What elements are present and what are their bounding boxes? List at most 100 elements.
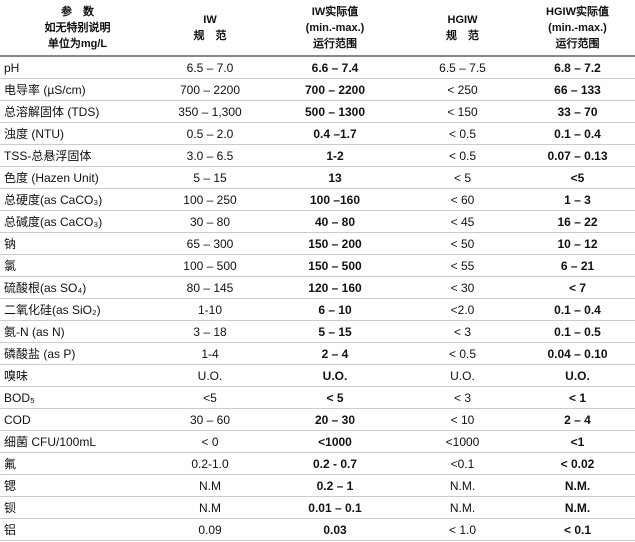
table-row: pH 6.5 – 7.0 6.6 – 7.4 6.5 – 7.5 6.8 – 7.2 bbox=[0, 57, 635, 79]
header-line: 单位为mg/L bbox=[47, 37, 108, 50]
value-cell: < 5 bbox=[453, 170, 471, 185]
parameter-name: 钡 bbox=[4, 501, 17, 515]
value-cell: 1 – 3 bbox=[564, 192, 591, 207]
value-cell: U.O. bbox=[197, 368, 223, 383]
value-cell: 16 – 22 bbox=[557, 214, 598, 229]
value-cell: 100 –160 bbox=[309, 192, 361, 207]
table-row: 细菌 CFU/100mL < 0 <1000 <1000 <1 bbox=[0, 431, 635, 453]
value-cell: 6 – 10 bbox=[318, 302, 352, 317]
value-cell: 100 – 250 bbox=[183, 192, 237, 207]
value-cell: < 0.02 bbox=[560, 456, 595, 471]
header-line: IW bbox=[203, 13, 217, 26]
table-row: 氟 0.2-1.0 0.2 - 0.7 <0.1 < 0.02 bbox=[0, 453, 635, 475]
table-row: 硫酸根(as SO₄) 80 – 145 120 – 160 < 30 < 7 bbox=[0, 277, 635, 299]
value-cell: 0.1 – 0.4 bbox=[554, 126, 601, 141]
table-body: pH 6.5 – 7.0 6.6 – 7.4 6.5 – 7.5 6.8 – 7.2 电导… bbox=[0, 57, 635, 541]
value-cell: 0.5 – 2.0 bbox=[186, 126, 234, 141]
value-cell: 10 – 12 bbox=[557, 236, 598, 251]
header-cell: IW实际值 (min.-max.) 运行范围 bbox=[265, 0, 405, 55]
value-cell: 0.04 – 0.10 bbox=[547, 346, 608, 361]
parameter-name: 钠 bbox=[4, 237, 17, 251]
table-row: 磷酸盐 (as P) 1-4 2 – 4 < 0.5 0.04 – 0.10 bbox=[0, 343, 635, 365]
value-cell: < 50 bbox=[450, 236, 475, 251]
value-cell: 6.5 – 7.5 bbox=[439, 60, 486, 75]
header-line: IW实际值 bbox=[311, 5, 359, 18]
value-cell: U.O. bbox=[322, 368, 348, 383]
parameter-name: 浊度 (NTU) bbox=[4, 127, 64, 141]
table-row: 总溶解固体 (TDS) 350 – 1,300 500 – 1300 < 150 33 … bbox=[0, 101, 635, 123]
table-row: 二氧化硅(as SiO₂) 1-10 6 – 10 <2.0 0.1 – 0.4 bbox=[0, 299, 635, 321]
parameter-name: pH bbox=[4, 60, 20, 75]
parameter-name: 总溶解固体 (TDS) bbox=[4, 105, 100, 119]
value-cell: U.O. bbox=[565, 368, 590, 383]
header-line: 规 范 bbox=[193, 29, 227, 42]
parameter-name: 氟 bbox=[4, 457, 17, 471]
value-cell: 33 – 70 bbox=[557, 104, 598, 119]
value-cell: 0.09 bbox=[198, 522, 222, 537]
value-cell: 2 – 4 bbox=[564, 412, 591, 427]
value-cell: 66 – 133 bbox=[554, 82, 601, 97]
value-cell: < 1.0 bbox=[448, 522, 477, 537]
value-cell: 6 – 21 bbox=[560, 258, 595, 273]
value-cell: <5 bbox=[570, 170, 585, 185]
parameter-name: COD bbox=[4, 412, 31, 427]
header-line: 参 数 bbox=[61, 5, 94, 18]
value-cell: 20 – 30 bbox=[314, 412, 356, 427]
parameter-name: 总硬度(as CaCO₃) bbox=[4, 193, 103, 207]
value-cell: 100 – 500 bbox=[183, 258, 237, 273]
parameter-name: 总碱度(as CaCO₃) bbox=[4, 215, 103, 229]
value-cell: < 55 bbox=[450, 258, 475, 273]
table-row: 氯 100 – 500 150 – 500 < 55 6 – 21 bbox=[0, 255, 635, 277]
table-row: 钡 N.M 0.01 – 0.1 N.M. N.M. bbox=[0, 497, 635, 519]
value-cell: 350 – 1,300 bbox=[178, 104, 242, 119]
value-cell: N.M. bbox=[449, 500, 476, 515]
parameter-name: 二氧化硅(as SiO₂) bbox=[4, 303, 101, 317]
parameter-name: 硫酸根(as SO₄) bbox=[4, 281, 87, 295]
value-cell: <1 bbox=[570, 434, 585, 449]
value-cell: N.M bbox=[199, 478, 221, 493]
parameter-name: 电导率 (µS/cm) bbox=[4, 83, 86, 97]
value-cell: 30 – 80 bbox=[189, 214, 231, 229]
header-line: 如无特别说明 bbox=[44, 21, 111, 34]
table-row: BOD₅ <5 < 5 < 3 < 1 bbox=[0, 387, 635, 409]
value-cell: 40 – 80 bbox=[314, 214, 356, 229]
value-cell: < 0.1 bbox=[563, 522, 592, 537]
table-row: TSS-总悬浮固体 3.0 – 6.5 1-2 < 0.5 0.07 – 0.13 bbox=[0, 145, 635, 167]
value-cell: < 0.5 bbox=[448, 126, 477, 141]
table-row: 钠 65 – 300 150 – 200 < 50 10 – 12 bbox=[0, 233, 635, 255]
value-cell: < 0.5 bbox=[448, 148, 477, 163]
value-cell: < 0.5 bbox=[448, 346, 477, 361]
value-cell: 0.07 – 0.13 bbox=[547, 148, 608, 163]
value-cell: 30 – 60 bbox=[189, 412, 231, 427]
value-cell: 5 – 15 bbox=[318, 324, 352, 339]
value-cell: 13 bbox=[328, 170, 342, 185]
table-header: 参 数如无特别说明 单位为mg/L IW 规 范 IW实际值 (min.-max.) 运行范… bbox=[0, 0, 635, 57]
value-cell: < 60 bbox=[450, 192, 475, 207]
value-cell: 0.03 bbox=[323, 522, 347, 537]
value-cell: 6.8 – 7.2 bbox=[554, 60, 601, 75]
value-cell: <1000 bbox=[318, 434, 352, 449]
value-cell: < 5 bbox=[326, 390, 344, 405]
header-cell: IW 规 范 bbox=[155, 0, 265, 55]
table-row: 色度 (Hazen Unit) 5 – 15 13 < 5 <5 bbox=[0, 167, 635, 189]
value-cell: 3 – 18 bbox=[193, 324, 227, 339]
parameter-name: 磷酸盐 (as P) bbox=[4, 347, 76, 361]
value-cell: 150 – 500 bbox=[308, 258, 362, 273]
parameter-name: 色度 (Hazen Unit) bbox=[4, 171, 99, 185]
parameter-name: 细菌 CFU/100mL bbox=[4, 435, 97, 449]
value-cell: 150 – 200 bbox=[308, 236, 362, 251]
value-cell: 500 – 1300 bbox=[304, 104, 366, 119]
parameter-name: 嗅味 bbox=[4, 369, 29, 383]
value-cell: 1-10 bbox=[197, 302, 223, 317]
value-cell: < 150 bbox=[447, 104, 478, 119]
value-cell: < 7 bbox=[568, 280, 586, 295]
value-cell: U.O. bbox=[450, 368, 475, 383]
header-cell: HGIW实际值 (min.-max.) 运行范围 bbox=[520, 0, 635, 55]
header-line: HGIW bbox=[447, 13, 478, 26]
parameter-name: 氯 bbox=[4, 259, 17, 273]
header-line: 运行范围 bbox=[555, 37, 600, 50]
value-cell: 1-2 bbox=[326, 148, 344, 163]
value-cell: 0.1 – 0.4 bbox=[554, 302, 601, 317]
value-cell: 5 – 15 bbox=[193, 170, 227, 185]
value-cell: < 1 bbox=[568, 390, 586, 405]
